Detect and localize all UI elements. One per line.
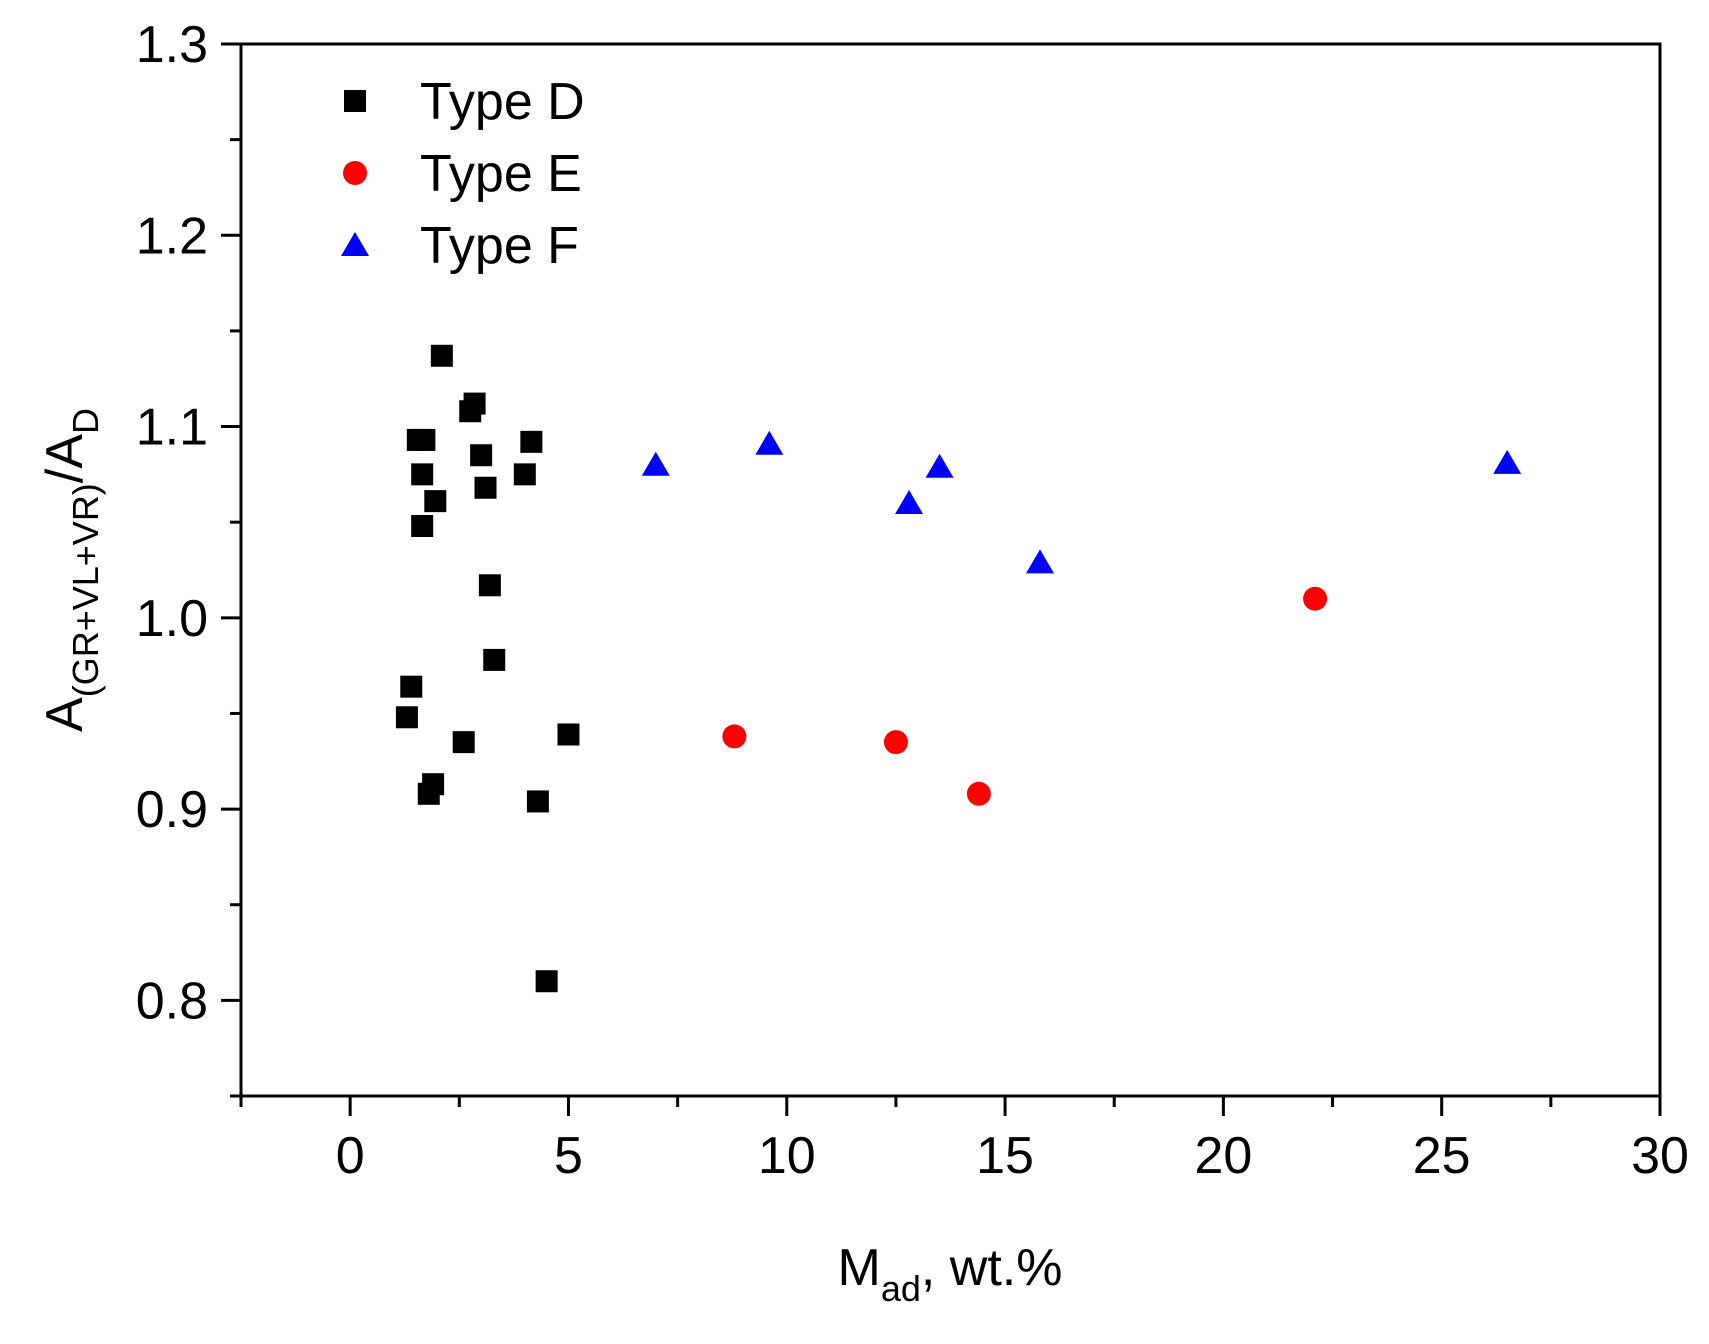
x-axis-label: Mad, wt.%	[838, 1239, 1063, 1309]
y-axis-label-mid: /A	[36, 434, 94, 483]
type-d-point	[513, 463, 536, 486]
y-axis-label: A(GR+VL+VR)/AD	[36, 408, 106, 732]
type-f-point	[755, 430, 784, 455]
y-axis-label-main: A	[36, 697, 94, 732]
type-e-point	[722, 724, 747, 749]
type-d-point	[400, 675, 423, 698]
legend-marker-type-d	[344, 90, 366, 112]
type-d-point	[535, 970, 558, 993]
type-f-point	[641, 451, 670, 476]
type-d-point	[413, 428, 436, 451]
type-d-point	[526, 790, 549, 813]
type-d-point	[520, 430, 543, 453]
x-tick-label: 15	[976, 1127, 1034, 1185]
x-tick-label: 10	[758, 1127, 816, 1185]
x-axis-label-sub: ad	[881, 1268, 921, 1309]
x-tick-label: 20	[1194, 1127, 1252, 1185]
type-e-point	[883, 730, 908, 755]
data-points	[395, 344, 1522, 993]
type-e-point	[966, 781, 991, 806]
x-axis-label-main: M	[838, 1239, 881, 1297]
y-axis-label-sub2: D	[65, 408, 106, 434]
y-tick-label: 0.8	[136, 972, 208, 1030]
x-tick-label: 25	[1413, 1127, 1471, 1185]
type-d-point	[452, 731, 475, 754]
y-axis-label-sub1: (GR+VL+VR)	[65, 483, 106, 697]
type-d-point	[424, 490, 447, 513]
legend-label-type-e: Type E	[420, 145, 582, 203]
y-tick-label: 1.0	[136, 590, 208, 648]
type-d-point	[430, 344, 453, 367]
type-d-point	[483, 648, 506, 671]
x-tick-label: 30	[1631, 1127, 1689, 1185]
type-f-point	[895, 490, 924, 515]
type-d-point	[463, 392, 486, 415]
y-tick-label: 1.2	[136, 207, 208, 265]
type-d-point	[557, 723, 580, 746]
legend-marker-type-e	[343, 161, 367, 185]
type-d-point	[474, 476, 497, 499]
plot-frame	[239, 42, 1662, 1098]
type-d-point	[395, 706, 418, 729]
y-tick-label: 1.1	[136, 399, 208, 457]
type-f-point	[925, 453, 954, 478]
type-d-point	[411, 515, 434, 538]
type-f-point	[1493, 449, 1522, 474]
x-axis-label-suffix: , wt.%	[921, 1239, 1063, 1297]
type-d-point	[470, 444, 493, 467]
legend: Type D Type E Type F	[341, 73, 585, 275]
legend-label-type-d: Type D	[420, 73, 585, 131]
type-e-point	[1303, 586, 1328, 611]
axes: 0 5 10 15 20 25 30 0.8 0.9 1.0 1.1 1.2 1.3	[136, 16, 1689, 1185]
y-tick-label: 1.3	[136, 16, 208, 74]
type-d-point	[417, 782, 440, 805]
type-f-point	[1026, 549, 1055, 574]
x-tick-label: 5	[554, 1127, 583, 1185]
legend-marker-type-f	[341, 232, 369, 256]
x-tick-label: 0	[336, 1127, 365, 1185]
type-d-point	[478, 574, 501, 597]
legend-label-type-f: Type F	[420, 217, 579, 275]
type-d-point	[411, 463, 434, 486]
y-tick-label: 0.9	[136, 781, 208, 839]
